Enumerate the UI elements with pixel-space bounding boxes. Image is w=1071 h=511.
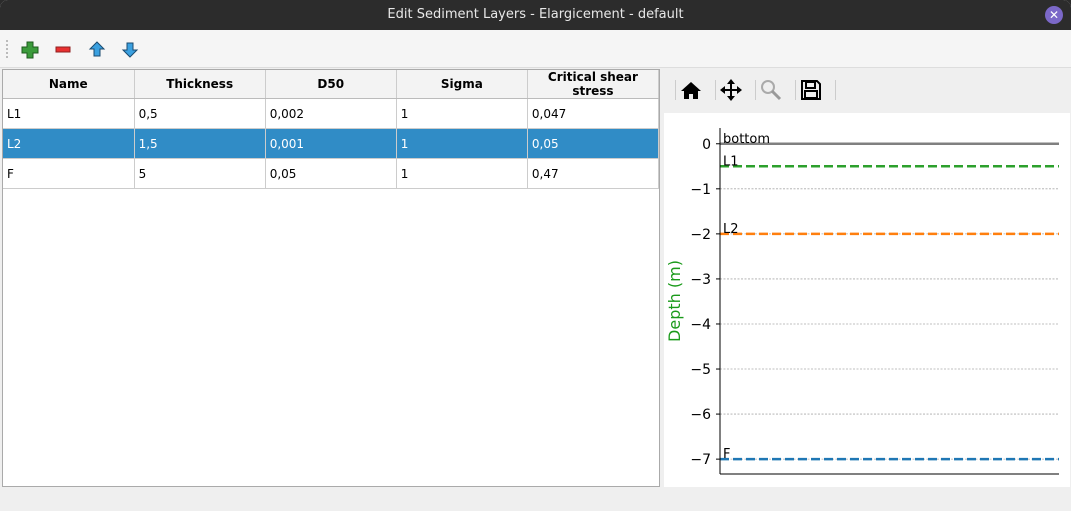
y-tick-label: −7 bbox=[690, 452, 711, 468]
move-up-button[interactable] bbox=[87, 39, 107, 59]
remove-icon bbox=[55, 46, 71, 53]
cell[interactable]: 0,002 bbox=[265, 98, 397, 129]
move-down-icon bbox=[121, 42, 139, 58]
plot-toolbar bbox=[664, 72, 1070, 108]
layer-label-f: F bbox=[723, 447, 730, 462]
cell[interactable]: 1 bbox=[396, 98, 528, 129]
table-row[interactable]: F 5 0,05 1 0,47 bbox=[3, 158, 660, 189]
layer-label-bottom: bottom bbox=[723, 132, 770, 147]
zoom-button[interactable] bbox=[756, 76, 786, 104]
cell[interactable]: F bbox=[3, 158, 135, 189]
plot-canvas[interactable]: 0 −1 −2 −3 −4 −5 −6 −7 bottom L1 L2 F Depth (m) bbox=[664, 113, 1070, 487]
status-bar bbox=[0, 487, 1071, 511]
add-icon bbox=[21, 41, 39, 59]
y-tick-label: −4 bbox=[690, 317, 711, 333]
close-icon[interactable]: ✕ bbox=[1045, 6, 1063, 24]
table-row-selected[interactable]: L2 1,5 0,001 1 0,05 bbox=[3, 128, 660, 159]
table-row[interactable]: L1 0,5 0,002 1 0,047 bbox=[3, 98, 660, 129]
toolbar bbox=[0, 30, 1071, 68]
cell[interactable]: 0,05 bbox=[265, 158, 397, 189]
save-button[interactable] bbox=[796, 76, 826, 104]
column-header-critical-shear-stress[interactable]: Critical shear stress bbox=[527, 70, 660, 99]
layers-table[interactable]: Name Thickness D50 Sigma Critical shear … bbox=[2, 69, 660, 487]
home-button[interactable] bbox=[676, 76, 706, 104]
table-header: Name Thickness D50 Sigma Critical shear … bbox=[3, 70, 660, 99]
cell[interactable]: 0,5 bbox=[134, 98, 266, 129]
cell[interactable]: L1 bbox=[3, 98, 135, 129]
pan-button[interactable] bbox=[716, 76, 746, 104]
cell[interactable]: L2 bbox=[3, 128, 135, 159]
layer-label-l2: L2 bbox=[723, 222, 739, 237]
save-icon bbox=[801, 80, 821, 100]
depth-chart: 0 −1 −2 −3 −4 −5 −6 −7 bottom L1 L2 F Depth (m) bbox=[665, 128, 1059, 475]
home-icon bbox=[681, 82, 701, 99]
y-axis-label: Depth (m) bbox=[665, 260, 684, 342]
add-layer-button[interactable] bbox=[20, 39, 40, 59]
cell[interactable]: 5 bbox=[134, 158, 266, 189]
column-header-d50[interactable]: D50 bbox=[265, 70, 397, 99]
y-tick-label: −2 bbox=[690, 227, 711, 243]
cell[interactable]: 1 bbox=[396, 158, 528, 189]
move-up-icon bbox=[88, 41, 106, 57]
y-tick-label: −1 bbox=[690, 182, 711, 198]
title-bar: Edit Sediment Layers - Elargicement - de… bbox=[0, 0, 1071, 30]
y-tick-label: −3 bbox=[690, 272, 711, 288]
column-header-thickness[interactable]: Thickness bbox=[134, 70, 266, 99]
layer-label-l1: L1 bbox=[723, 154, 739, 169]
remove-layer-button[interactable] bbox=[53, 39, 73, 59]
cell[interactable]: 1,5 bbox=[134, 128, 266, 159]
y-tick-label: −6 bbox=[690, 407, 711, 423]
y-tick-label: −5 bbox=[690, 362, 711, 378]
cell[interactable]: 1 bbox=[396, 128, 528, 159]
move-down-button[interactable] bbox=[120, 39, 140, 59]
pan-icon bbox=[720, 79, 742, 101]
cell[interactable]: 0,47 bbox=[527, 158, 660, 189]
cell[interactable]: 0,05 bbox=[527, 128, 660, 159]
cell[interactable]: 0,047 bbox=[527, 98, 660, 129]
toolbar-grip[interactable] bbox=[6, 40, 10, 58]
column-header-name[interactable]: Name bbox=[3, 70, 135, 99]
window-title: Edit Sediment Layers - Elargicement - de… bbox=[387, 7, 684, 22]
cell[interactable]: 0,001 bbox=[265, 128, 397, 159]
zoom-icon bbox=[761, 80, 782, 101]
column-header-sigma[interactable]: Sigma bbox=[396, 70, 528, 99]
y-tick-label: 0 bbox=[702, 137, 711, 153]
